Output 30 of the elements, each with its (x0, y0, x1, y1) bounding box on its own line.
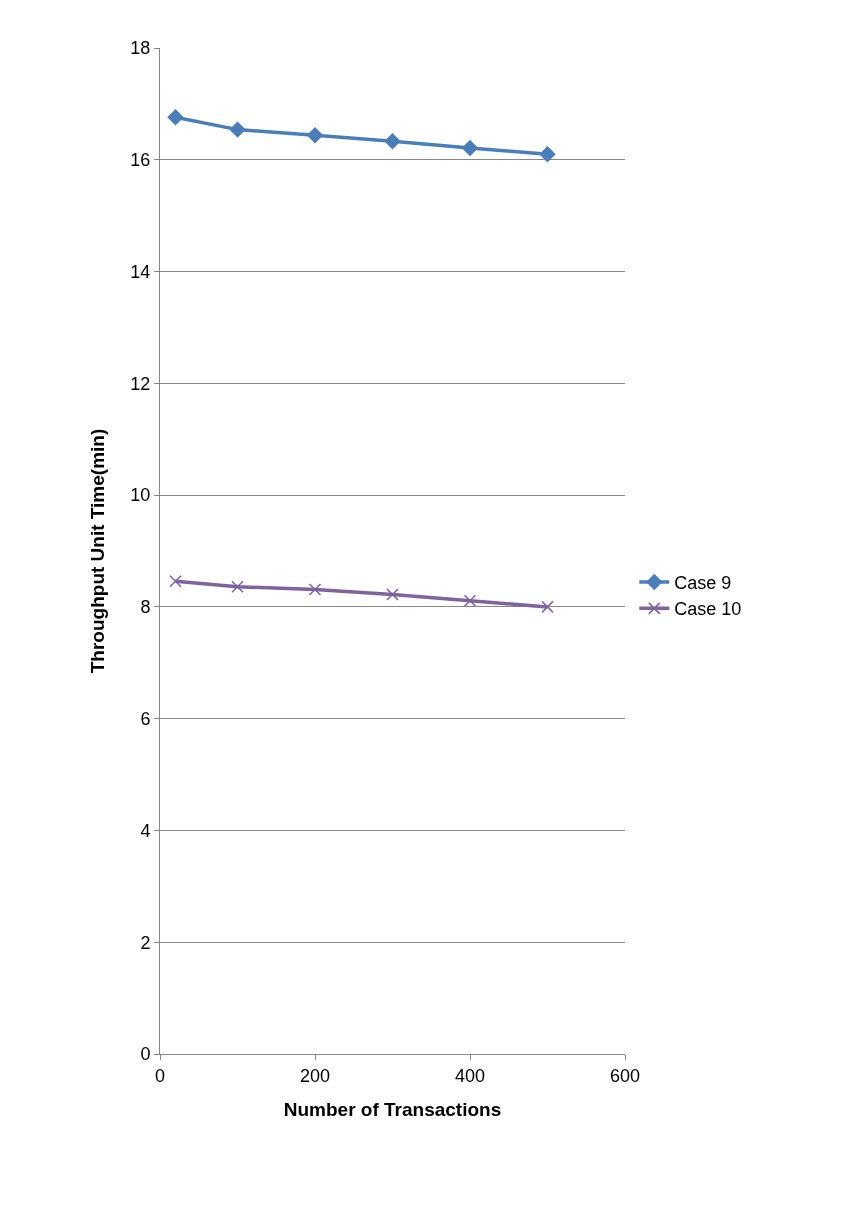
point (384, 133, 401, 150)
point (308, 583, 322, 596)
y-tick-label: 0 (140, 1044, 151, 1065)
x-axis-title: Number of Transactions (283, 1099, 502, 1121)
legend-label: Case 9 (674, 572, 732, 593)
y-tick-label: 4 (140, 820, 151, 841)
point (541, 600, 554, 614)
point (386, 588, 399, 601)
point (231, 580, 244, 594)
x-tick-label: 200 (299, 1065, 331, 1086)
y-tick-label: 12 (130, 373, 151, 394)
y-tick-label: 8 (140, 597, 151, 618)
y-tick-label: 10 (130, 485, 151, 506)
y-tick-label: 18 (130, 38, 151, 59)
x-tick-label: 0 (154, 1065, 166, 1086)
y-tick-label: 16 (130, 150, 151, 171)
x-tick-label: 600 (609, 1065, 641, 1086)
point (307, 127, 323, 144)
x-tick-label: 400 (454, 1065, 486, 1086)
legend-label: Case 10 (674, 599, 742, 620)
point (167, 109, 184, 126)
y-axis-title: Throughput Unit Time(min) (87, 428, 109, 674)
y-tick-label: 6 (140, 708, 151, 729)
y-tick-label: 2 (140, 932, 151, 953)
point (462, 140, 478, 156)
point (229, 121, 246, 138)
point (463, 594, 477, 607)
point (539, 146, 556, 163)
y-tick-label: 14 (130, 261, 151, 282)
point (169, 574, 182, 588)
